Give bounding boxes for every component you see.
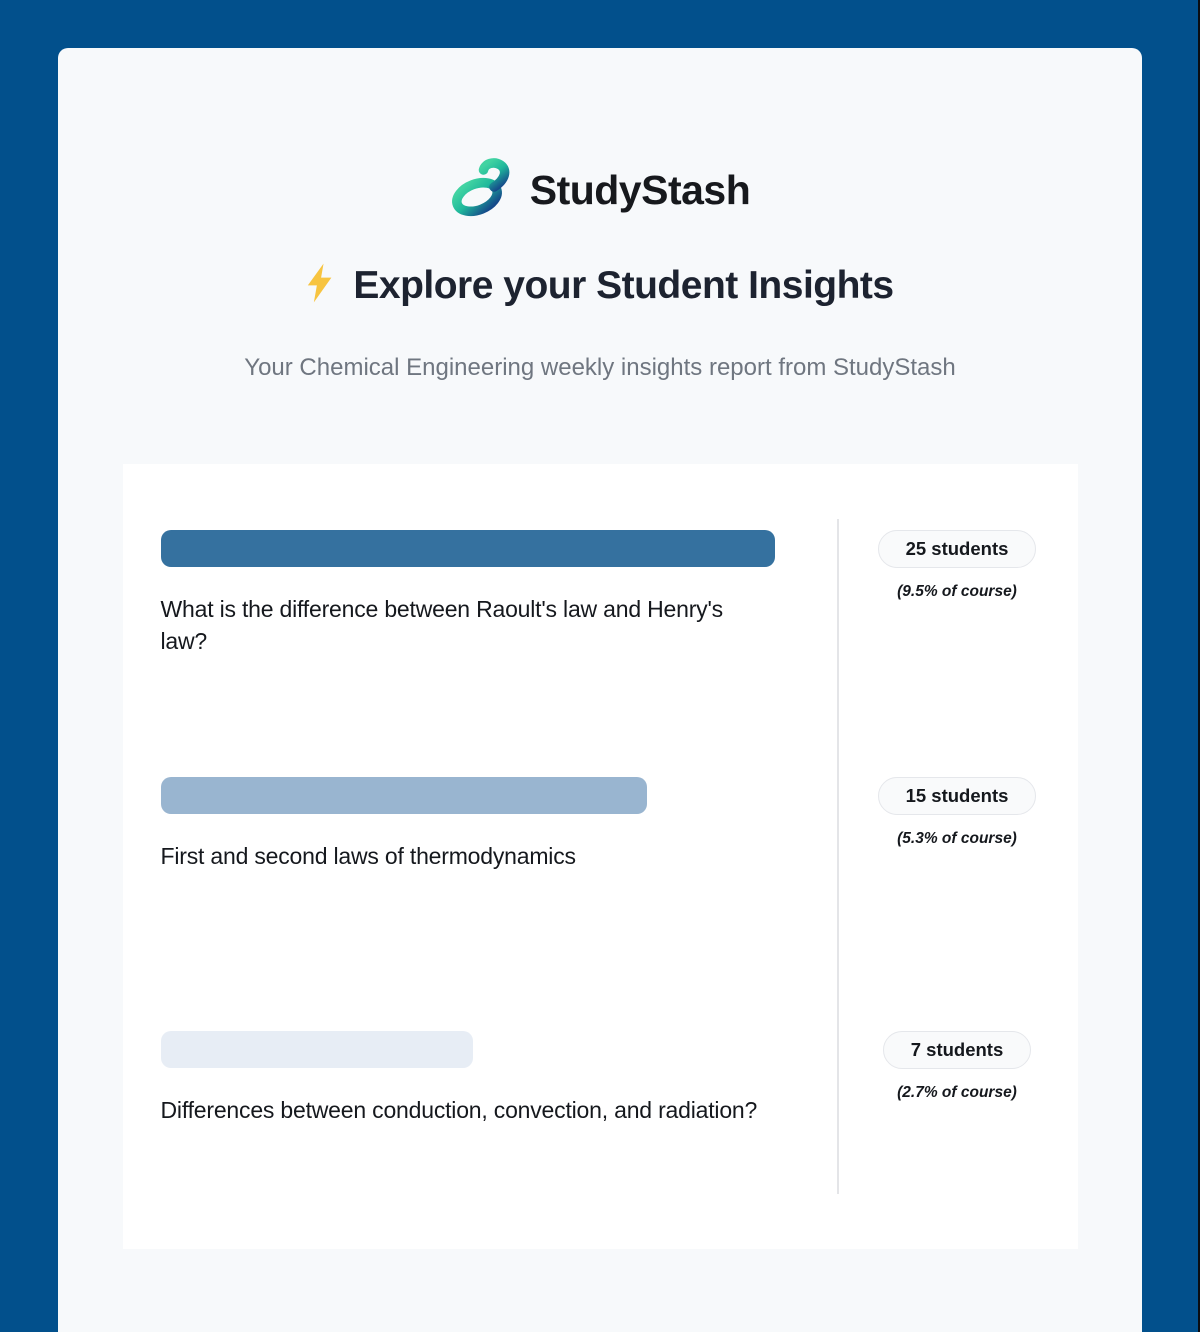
- course-percent-label: (9.5% of course): [897, 583, 1017, 600]
- insight-row: Differences between conduction, convecti…: [123, 1020, 1078, 1249]
- screenshot-right-edge: [1198, 0, 1200, 1332]
- question-text: Differences between conduction, convecti…: [160, 1097, 758, 1123]
- vertical-divider: [836, 519, 839, 1194]
- question-text: What is the difference between Raoult's …: [160, 596, 724, 654]
- insight-row: What is the difference between Raoult's …: [123, 519, 1078, 766]
- lightning-bolt-icon: [306, 263, 335, 308]
- insight-row: First and second laws of thermodynamics …: [123, 766, 1078, 1020]
- studystash-logo[interactable]: StudyStash: [58, 156, 1142, 225]
- report-page: StudyStash Explore your Student Insights…: [58, 48, 1142, 1332]
- frequency-bar: [160, 777, 647, 814]
- studystash-swirl-icon: [450, 156, 518, 225]
- headline-row: Explore your Student Insights: [58, 263, 1142, 308]
- logo-wordmark: StudyStash: [529, 167, 751, 213]
- student-count-badge: 25 students: [877, 530, 1037, 568]
- frequency-bar: [160, 530, 775, 567]
- page-title: Explore your Student Insights: [353, 263, 894, 307]
- student-count-badge: 7 students: [882, 1031, 1032, 1069]
- report-subtitle: Your Chemical Engineering weekly insight…: [244, 354, 956, 381]
- insights-card: What is the difference between Raoult's …: [122, 464, 1078, 1249]
- course-percent-label: (2.7% of course): [897, 1084, 1017, 1101]
- course-percent-label: (5.3% of course): [897, 830, 1017, 847]
- student-count-badge: 15 students: [877, 777, 1037, 815]
- question-text: First and second laws of thermodynamics: [160, 843, 577, 869]
- frequency-bar: [160, 1031, 473, 1068]
